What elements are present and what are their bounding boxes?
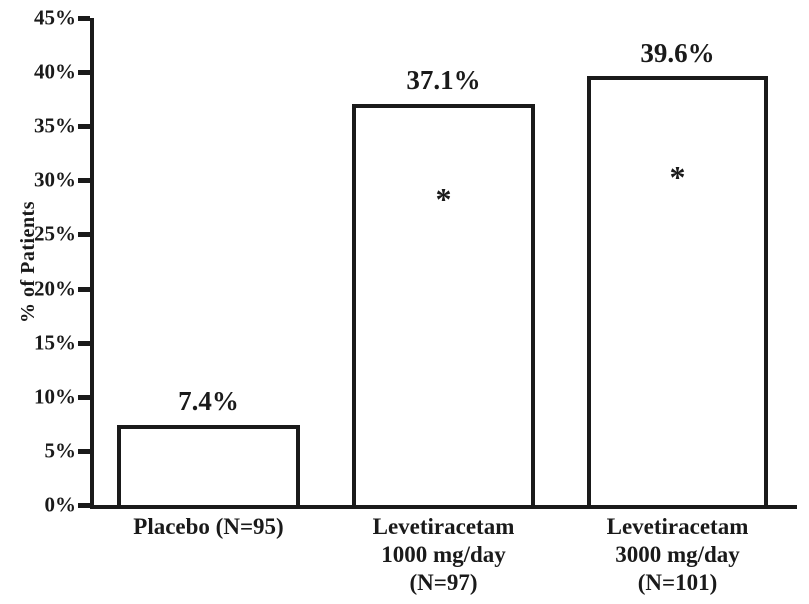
bar-group: 7.4% bbox=[117, 18, 300, 505]
x-axis-labels: Placebo (N=95) Levetiracetam 1000 mg/day (N… bbox=[0, 513, 809, 601]
category-label: Levetiracetam 1000 mg/day (N=97) bbox=[294, 513, 594, 597]
bar-value-label: 7.4% bbox=[178, 386, 239, 417]
y-tick-label: 20% bbox=[34, 276, 76, 301]
y-tick-mark bbox=[78, 340, 90, 346]
bar-value-label: 37.1% bbox=[406, 64, 481, 95]
significance-asterisk: * bbox=[669, 159, 686, 196]
y-tick-mark bbox=[78, 394, 90, 400]
y-tick-mark bbox=[78, 124, 90, 130]
category-label: Levetiracetam 3000 mg/day (N=101) bbox=[528, 513, 809, 597]
y-tick-mark bbox=[78, 16, 90, 21]
plot-area: 0% 5% 10% 15% 20% 25% 30% 35% 40% 45% 7.4% 37.1% * 3… bbox=[34, 7, 797, 515]
y-tick-label: 30% bbox=[34, 167, 76, 192]
y-tick-label: 45% bbox=[34, 5, 76, 30]
category-label: Placebo (N=95) bbox=[59, 513, 359, 541]
category-label-line: Levetiracetam bbox=[372, 514, 515, 539]
bar-group: 39.6% * bbox=[587, 18, 768, 505]
y-axis-title: % of Patients bbox=[17, 200, 39, 324]
category-label-line: (N=101) bbox=[637, 570, 718, 595]
y-tick-label: 0% bbox=[44, 492, 77, 517]
category-label-line: 3000 mg/day bbox=[615, 542, 740, 567]
y-tick-label: 40% bbox=[34, 59, 76, 84]
bar-group: 37.1% * bbox=[352, 18, 535, 505]
y-tick-mark bbox=[78, 232, 90, 238]
y-tick-mark bbox=[78, 178, 90, 184]
y-tick-label: 35% bbox=[34, 113, 76, 138]
y-tick-label: 15% bbox=[34, 330, 76, 355]
y-tick-label: 25% bbox=[34, 221, 76, 246]
category-label-line: Levetiracetam bbox=[606, 514, 749, 539]
y-tick-label: 5% bbox=[44, 438, 77, 463]
bar bbox=[117, 424, 300, 505]
bar: * bbox=[587, 76, 768, 505]
y-tick-label: 10% bbox=[34, 384, 76, 409]
significance-asterisk: * bbox=[435, 181, 452, 218]
y-tick-mark bbox=[78, 70, 90, 76]
bar-value-label: 39.6% bbox=[640, 37, 715, 68]
y-tick-mark bbox=[78, 448, 90, 454]
y-tick-mark bbox=[78, 286, 90, 292]
category-label-line: Placebo (N=95) bbox=[133, 514, 284, 539]
bar: * bbox=[352, 103, 535, 505]
y-tick-mark bbox=[78, 503, 90, 508]
category-label-line: 1000 mg/day bbox=[381, 542, 506, 567]
category-label-line: (N=97) bbox=[409, 570, 478, 595]
